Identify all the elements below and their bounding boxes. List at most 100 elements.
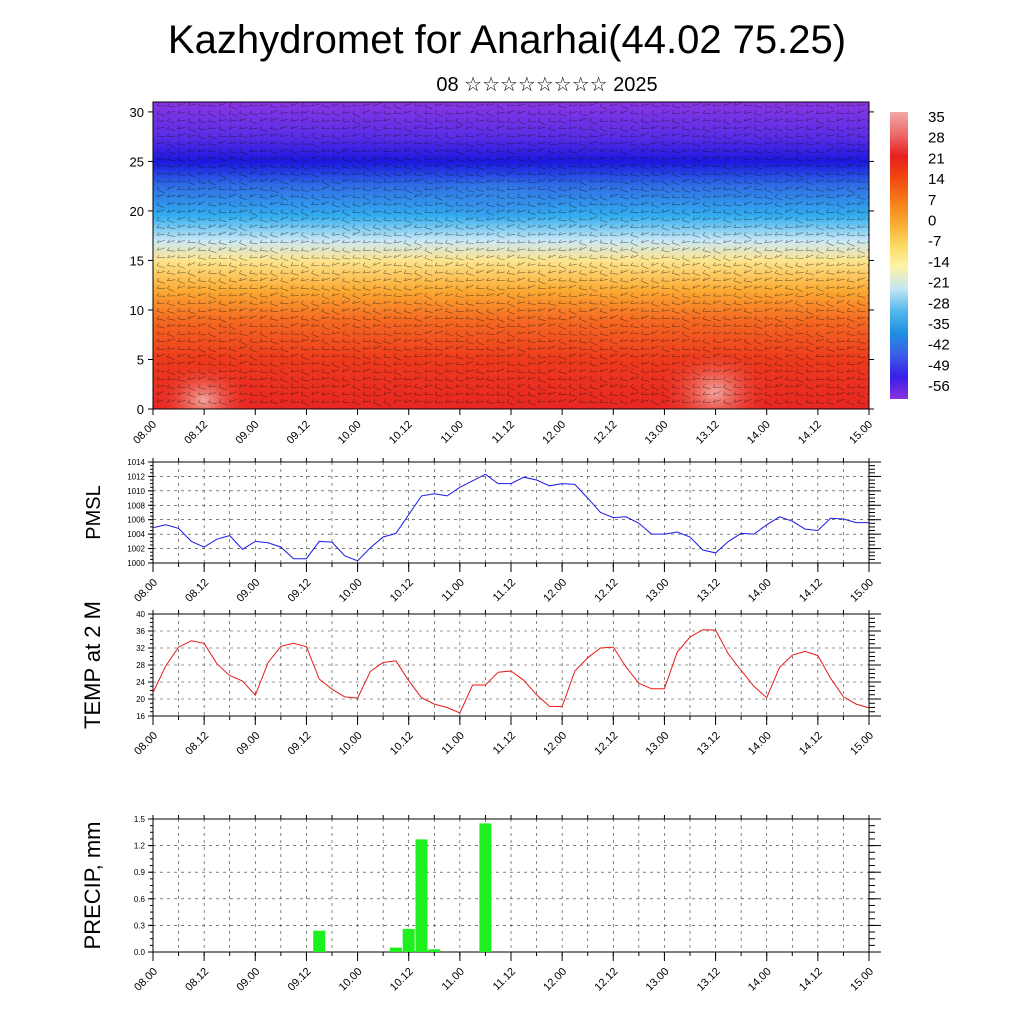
wind-barb-flag bbox=[743, 247, 747, 251]
wind-barb bbox=[857, 109, 865, 114]
wind-barb bbox=[589, 140, 598, 145]
wind-barb bbox=[486, 142, 495, 145]
wind-barb bbox=[764, 118, 773, 122]
wind-barb-flag bbox=[373, 186, 376, 190]
wind-barb bbox=[270, 194, 279, 198]
wind-barb-flag bbox=[228, 140, 232, 145]
wind-barb bbox=[805, 110, 814, 114]
wind-barb bbox=[167, 181, 176, 183]
wind-barb bbox=[713, 332, 722, 335]
wind-barb-flag bbox=[465, 110, 469, 114]
wind-barb-flag bbox=[197, 315, 201, 319]
wind-barb bbox=[558, 232, 567, 236]
wind-barb-flag bbox=[342, 224, 345, 228]
wind-barb bbox=[733, 325, 742, 327]
wind-barb bbox=[476, 270, 484, 274]
wind-barb bbox=[620, 339, 629, 342]
wind-barb bbox=[445, 242, 454, 245]
wind-barb bbox=[599, 105, 608, 110]
wind-barb bbox=[507, 371, 516, 373]
wind-barb-flag bbox=[424, 163, 428, 167]
wind-barb-flag bbox=[403, 330, 407, 335]
wind-barb bbox=[455, 288, 464, 292]
wind-barb bbox=[568, 295, 578, 297]
wind-barb-flag bbox=[589, 338, 592, 342]
wind-barb-flag bbox=[785, 201, 788, 205]
wind-barb-flag bbox=[537, 277, 541, 281]
wind-barb bbox=[610, 110, 618, 114]
wind-barb bbox=[187, 149, 196, 152]
wind-barb bbox=[548, 143, 557, 146]
wind-barb bbox=[764, 217, 773, 221]
wind-barb-flag bbox=[496, 239, 500, 243]
wind-barb-flag bbox=[177, 285, 180, 289]
wind-barb-flag bbox=[836, 110, 840, 114]
wind-barb-flag bbox=[455, 361, 458, 365]
wind-barb-flag bbox=[476, 163, 479, 167]
wind-barb-flag bbox=[383, 186, 386, 190]
wind-barb bbox=[589, 326, 598, 330]
wind-barb-flag bbox=[414, 140, 417, 145]
wind-barb bbox=[311, 362, 320, 365]
wind-barb-flag bbox=[177, 292, 180, 297]
wind-barb bbox=[290, 272, 299, 276]
wind-barb-flag bbox=[609, 201, 613, 205]
wind-barb-flag bbox=[558, 148, 561, 152]
wind-barb bbox=[414, 174, 423, 177]
wind-barb bbox=[733, 264, 742, 266]
wind-barb-flag bbox=[805, 346, 809, 350]
wind-barb bbox=[301, 318, 310, 321]
wind-barb bbox=[321, 316, 330, 320]
wind-barb-flag bbox=[682, 224, 685, 228]
wind-barb bbox=[424, 135, 433, 137]
wind-barb-flag bbox=[228, 270, 232, 274]
wind-barb-flag bbox=[434, 315, 438, 319]
wind-barb bbox=[239, 210, 248, 213]
wind-barb-flag bbox=[476, 110, 479, 114]
wind-barb bbox=[362, 166, 371, 171]
wind-barb-flag bbox=[208, 247, 211, 251]
wind-barb-flag bbox=[311, 315, 314, 319]
wind-barb-flag bbox=[857, 148, 860, 152]
wind-barb bbox=[713, 148, 721, 152]
wind-barb bbox=[671, 174, 680, 178]
wind-barb-flag bbox=[589, 315, 592, 319]
wind-barb-flag bbox=[228, 118, 232, 122]
wind-barb bbox=[599, 248, 608, 251]
wind-barb bbox=[816, 318, 825, 320]
wind-barb-flag bbox=[290, 140, 294, 145]
wind-barb bbox=[362, 333, 372, 335]
wind-barb bbox=[661, 250, 670, 253]
wind-barb-flag bbox=[620, 148, 623, 152]
wind-barb-flag bbox=[527, 323, 531, 327]
wind-barb bbox=[568, 361, 577, 365]
wind-barb-flag bbox=[743, 285, 747, 289]
wind-barb bbox=[836, 227, 845, 229]
wind-barb-flag bbox=[620, 346, 623, 350]
wind-barb-flag bbox=[651, 361, 654, 365]
wind-barb-flag bbox=[290, 156, 294, 160]
wind-barb-flag bbox=[177, 110, 180, 114]
wind-barb-flag bbox=[465, 186, 469, 190]
wind-barb bbox=[620, 181, 629, 184]
wind-barb-flag bbox=[568, 194, 572, 198]
wind-barb bbox=[352, 231, 361, 236]
wind-barb bbox=[599, 272, 608, 277]
wind-barb-flag bbox=[259, 330, 263, 335]
wind-barb-flag bbox=[506, 209, 510, 213]
wind-barb-flag bbox=[599, 110, 603, 114]
wind-barb bbox=[620, 189, 629, 193]
wind-barb-flag bbox=[558, 133, 561, 137]
wind-barb bbox=[579, 209, 588, 213]
wind-barb-flag bbox=[197, 270, 201, 274]
wind-barb-flag bbox=[815, 361, 819, 365]
wind-barb-flag bbox=[733, 102, 737, 107]
wind-barb-flag bbox=[300, 323, 304, 327]
wind-barb-flag bbox=[249, 140, 252, 145]
wind-barb-flag bbox=[373, 270, 376, 274]
wind-barb bbox=[393, 301, 402, 304]
wind-barb bbox=[414, 325, 423, 327]
wind-barb-flag bbox=[651, 277, 654, 281]
wind-barb-flag bbox=[785, 315, 788, 319]
wind-barb bbox=[404, 255, 412, 259]
